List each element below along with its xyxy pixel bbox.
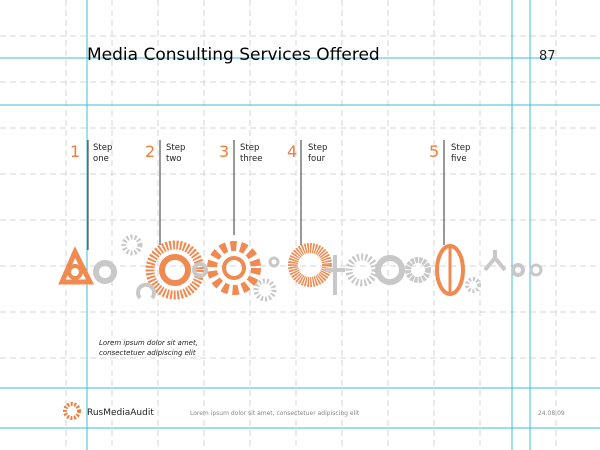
steps: 1 Step one 2 Step two 3 Step three 4 Ste… [70,142,470,164]
step-number: 2 [145,142,155,161]
logo-text: RusMediaAudit [87,408,154,418]
gears [58,234,543,302]
step-label: Step [93,143,112,153]
logo-icon [63,402,81,420]
step-number: 3 [219,142,229,161]
step-lines [87,140,445,250]
step-number: 1 [70,142,80,161]
step-number: 5 [429,142,439,161]
step-label: Step [166,143,185,153]
step-label: four [308,154,326,164]
page-number: 87 [539,49,556,64]
step-label: Step [240,143,259,153]
step-label: Step [308,143,327,153]
caption: Lorem ipsum dolor sit amet, [99,339,198,347]
footer-date: 24.08.09 [538,410,565,417]
footer-text: Lorem ipsum dolor sit amet, consectetuer… [190,410,360,417]
title: Media Consulting Services Offered [87,45,380,65]
step-label: one [93,154,109,164]
step-label: five [451,154,467,164]
step-label: Step [451,143,470,153]
caption: consectetuer adipiscing elit [99,349,196,357]
step-number: 4 [287,142,297,161]
step-label: two [166,154,182,164]
step-label: three [240,154,263,164]
